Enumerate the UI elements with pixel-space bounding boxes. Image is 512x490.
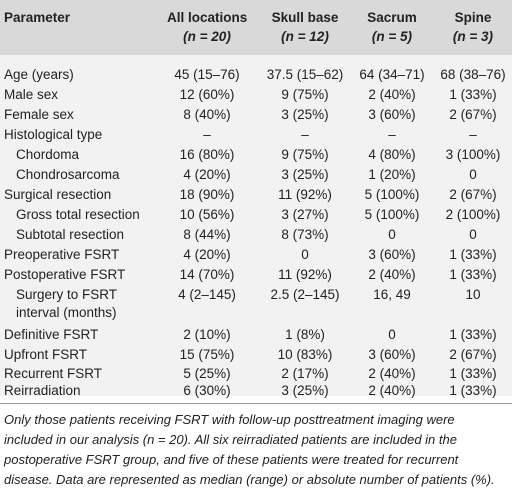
- header-all-locations: All locations: [167, 10, 248, 25]
- cell-skull: 3 (25%): [281, 383, 329, 398]
- cell-sacrum: 5 (100%): [364, 187, 420, 202]
- cell-skull: 11 (92%): [278, 187, 332, 202]
- cell-sacrum: 4 (80%): [368, 147, 416, 162]
- cell-sacrum: 3 (60%): [368, 347, 416, 362]
- cell-skull: –: [301, 127, 309, 142]
- cell-spine: 10: [465, 287, 481, 302]
- cell-spine: 1 (33%): [449, 383, 497, 398]
- cell-all: 4 (20%): [183, 167, 231, 182]
- row-label: Preoperative FSRT: [4, 247, 120, 262]
- cell-spine: 2 (100%): [445, 207, 501, 222]
- header-parameter: Parameter: [4, 10, 71, 25]
- cell-spine: 0: [469, 167, 477, 182]
- cell-all: 45 (15–76): [174, 67, 240, 82]
- cell-all: 5 (25%): [183, 366, 231, 381]
- cell-spine: 0: [469, 227, 477, 242]
- row-label: Gross total resection: [16, 207, 140, 222]
- cell-spine: 3 (100%): [445, 147, 501, 162]
- header-spine: Spine: [454, 10, 492, 25]
- cell-sacrum: 16, 49: [373, 287, 411, 302]
- cell-skull: 2.5 (2–145): [270, 287, 340, 302]
- cell-sacrum: –: [388, 127, 396, 142]
- row-label: Subtotal resection: [16, 227, 125, 242]
- cell-spine: 68 (38–76): [440, 67, 506, 82]
- cell-all: 4 (20%): [183, 247, 231, 262]
- cell-skull: 3 (25%): [281, 107, 329, 122]
- cell-sacrum: 2 (40%): [368, 383, 416, 398]
- row-label: Male sex: [4, 87, 59, 102]
- cell-sacrum: 3 (60%): [368, 247, 416, 262]
- row-label: Chondrosarcoma: [16, 167, 120, 182]
- cell-all: –: [203, 127, 211, 142]
- cell-skull: 10 (83%): [277, 347, 333, 362]
- cell-all: 14 (70%): [179, 267, 235, 282]
- header-sacrum-n: (n = 5): [371, 29, 413, 44]
- header-spine-n: (n = 3): [452, 29, 494, 44]
- row-label: Reirradiation: [4, 383, 81, 398]
- cell-all: 4 (2–145): [178, 287, 236, 302]
- table-bottom-rule: [0, 403, 512, 404]
- cell-sacrum: 2 (40%): [368, 267, 416, 282]
- header-all-locations-n: (n = 20): [183, 29, 231, 44]
- cell-skull: 0: [301, 247, 309, 262]
- cell-sacrum: 2 (40%): [368, 87, 416, 102]
- cell-all: 2 (10%): [183, 327, 231, 342]
- cell-sacrum: 64 (34–71): [359, 67, 425, 82]
- cell-all: 15 (75%): [179, 347, 235, 362]
- cell-spine: 1 (33%): [449, 247, 497, 262]
- cell-spine: 2 (67%): [449, 107, 497, 122]
- cell-all: 6 (30%): [183, 383, 231, 398]
- cell-all: 8 (40%): [183, 107, 231, 122]
- row-label: Age (years): [4, 67, 74, 82]
- data-table: Parameter All locations (n = 20) Skull b…: [0, 0, 512, 396]
- table-footnote: Only those patients receiving FSRT with …: [4, 412, 495, 487]
- row-label: Definitive FSRT: [4, 327, 99, 342]
- cell-sacrum: 3 (60%): [368, 107, 416, 122]
- row-label: Surgery to FSRT: [16, 287, 118, 302]
- cell-all: 16 (80%): [179, 147, 235, 162]
- row-label: Recurrent FSRT: [4, 366, 103, 381]
- cell-all: 10 (56%): [179, 207, 235, 222]
- cell-skull: 9 (75%): [281, 147, 329, 162]
- cell-skull: 9 (75%): [281, 87, 329, 102]
- cell-sacrum: 1 (20%): [368, 167, 416, 182]
- cell-all: 12 (60%): [179, 87, 235, 102]
- cell-skull: 3 (25%): [281, 167, 329, 182]
- cell-spine: 1 (33%): [449, 267, 497, 282]
- cell-skull: 3 (27%): [281, 207, 329, 222]
- cell-skull: 8 (73%): [281, 227, 329, 242]
- row-label-continued: interval (months): [16, 305, 117, 320]
- cell-sacrum: 0: [388, 327, 396, 342]
- row-label: Surgical resection: [4, 187, 112, 202]
- cell-skull: 2 (17%): [281, 366, 329, 381]
- row-label: Histological type: [4, 127, 103, 142]
- header-skull-base-n: (n = 12): [281, 29, 329, 44]
- cell-spine: 1 (33%): [449, 366, 497, 381]
- cell-skull: 11 (92%): [278, 267, 332, 282]
- cell-sacrum: 2 (40%): [368, 366, 416, 381]
- row-label: Upfront FSRT: [4, 347, 88, 362]
- cell-spine: 2 (67%): [449, 347, 497, 362]
- cell-skull: 37.5 (15–62): [266, 67, 344, 82]
- cell-sacrum: 5 (100%): [364, 207, 420, 222]
- cell-skull: 1 (8%): [285, 327, 325, 342]
- cell-sacrum: 0: [388, 227, 396, 242]
- row-label: Postoperative FSRT: [4, 267, 126, 282]
- cell-all: 18 (90%): [179, 187, 235, 202]
- table-header: Parameter All locations (n = 20) Skull b…: [0, 0, 512, 55]
- cell-spine: 1 (33%): [449, 327, 497, 342]
- row-label: Chordoma: [16, 147, 80, 162]
- cell-all: 8 (44%): [183, 227, 231, 242]
- row-label: Female sex: [4, 107, 74, 122]
- header-skull-base: Skull base: [271, 10, 339, 25]
- header-sacrum: Sacrum: [367, 10, 417, 25]
- cell-spine: 1 (33%): [449, 87, 497, 102]
- cell-spine: –: [469, 127, 477, 142]
- cell-spine: 2 (67%): [449, 187, 497, 202]
